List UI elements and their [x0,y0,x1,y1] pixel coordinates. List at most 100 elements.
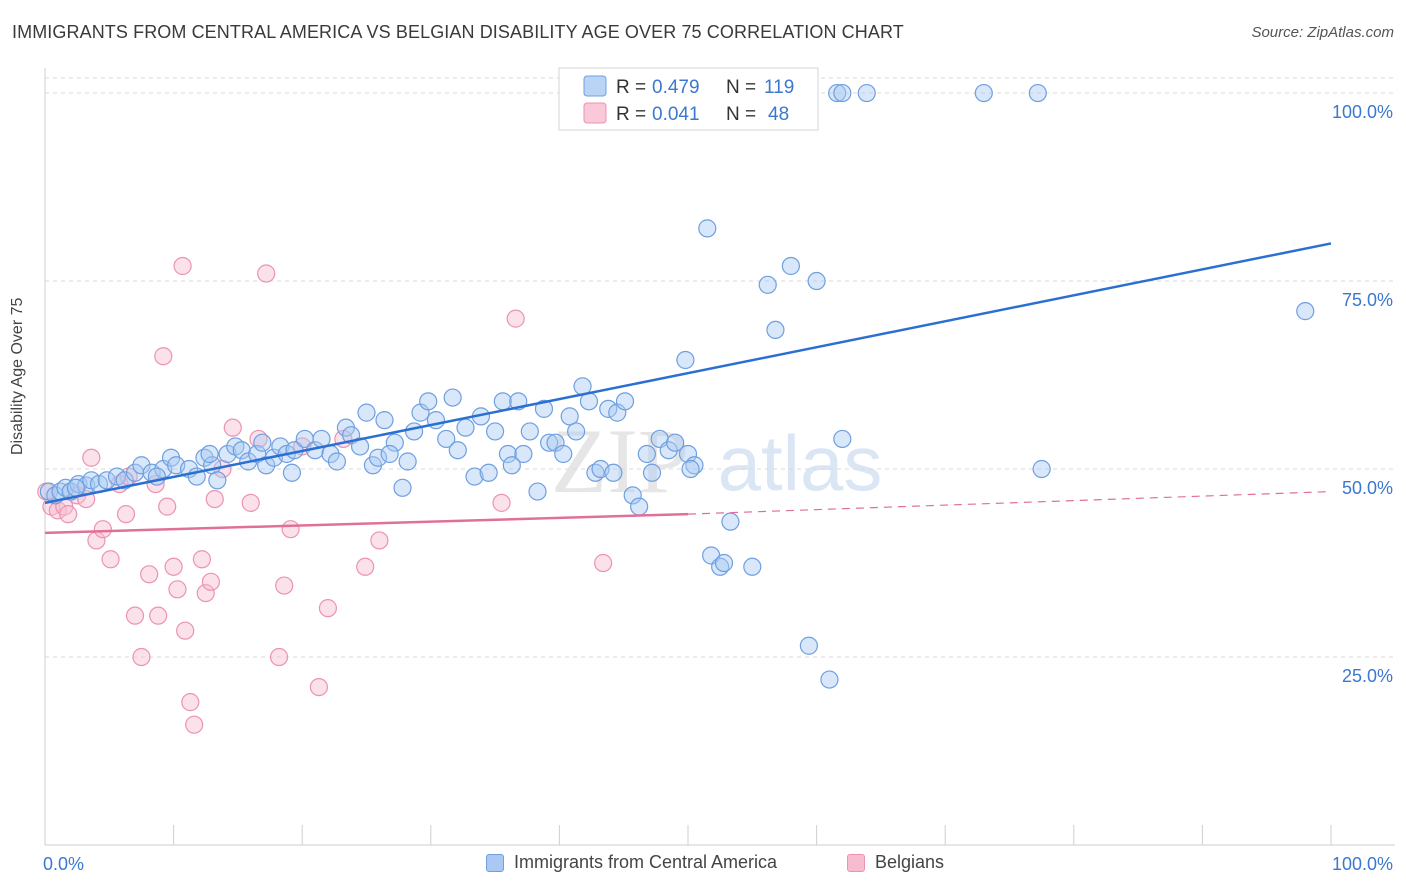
data-point [404,422,424,441]
data-point [357,403,376,422]
data-point [766,320,785,340]
data-point [125,606,145,625]
data-point [232,441,251,460]
immigrants-points [39,83,1315,689]
stats-n-label-pink: N = [726,104,756,125]
data-point [181,693,200,712]
data-point [514,444,533,464]
data-point [257,264,276,283]
data-point [506,309,525,328]
data-point [101,550,120,569]
data-point [356,557,375,576]
y-tick-label: 50.0% [1342,478,1393,498]
data-point [154,347,173,366]
data-point [456,418,475,437]
data-point [479,463,498,482]
data-point [534,399,554,418]
data-point [498,444,518,464]
data-point [149,606,168,625]
data-point [380,444,399,464]
data-point [116,505,136,524]
trend-lines [44,242,1332,535]
data-point [974,83,993,103]
data-point [743,557,762,576]
data-point [781,256,800,276]
legend-swatch-pink [847,853,865,872]
data-point [698,219,717,238]
data-point [176,621,195,640]
stats-r-value-pink: 0.041 [652,104,700,125]
trend-line-belgians-extension [687,490,1332,515]
chart-title: IMMIGRANTS FROM CENTRAL AMERICA VS BELGI… [12,22,904,42]
data-point [385,433,404,452]
data-point [486,422,505,441]
data-point [132,647,151,667]
data-point [282,463,302,482]
data-point [82,448,101,467]
data-point [448,441,467,460]
data-point [540,433,559,452]
data-point [637,444,656,464]
legend-item-immigrants: Immigrants from Central America [486,852,777,873]
data-point [465,467,484,486]
data-point [375,411,394,430]
legend-label-immigrants: Immigrants from Central America [514,852,778,872]
data-point [666,433,685,452]
data-point [164,557,183,576]
trend-line-immigrants [44,242,1332,505]
data-point [168,580,187,599]
data-point [140,565,159,584]
stats-r-value-blue: 0.479 [652,77,700,98]
data-point [370,531,389,550]
data-point [97,471,116,490]
stats-legend-swatch-pink [583,102,607,124]
data-point [599,399,618,418]
trend-line-belgians [44,512,689,535]
data-point [857,83,876,103]
data-point [594,553,613,573]
data-point [493,392,512,411]
data-point [799,636,818,655]
data-point [173,256,192,276]
data-point [196,583,215,603]
data-point [368,448,388,467]
data-point [678,444,698,464]
y-tick-labels: 100.0% 75.0% 50.0% 25.0% [1332,102,1393,686]
data-point [132,456,151,475]
stats-r-label-blue: R = [616,77,646,98]
data-point [350,437,370,456]
data-point [604,463,623,482]
data-point [398,452,417,471]
data-point [1028,83,1047,103]
data-point [158,497,177,516]
data-point [200,444,219,464]
data-point [554,444,573,464]
data-point [257,456,276,475]
x-tick-label-min: 0.0% [43,854,84,874]
y-tick-label: 25.0% [1342,666,1393,686]
stats-n-value-blue: 119 [764,77,794,98]
legend-swatch-blue [486,853,504,872]
data-point [223,418,242,437]
data-point [758,275,777,294]
data-point [676,350,695,370]
y-axis-label: Disability Age Over 75 [9,297,26,455]
legend-label-belgians: Belgians [875,852,945,872]
stats-legend: R = 0.479 N = 119 R = 0.041 N = 48 [558,67,819,131]
data-point [828,83,847,103]
watermark-atlas: atlas [718,419,883,507]
data-point [269,647,289,667]
data-point [208,471,227,490]
belgians-points [37,256,613,734]
data-point [419,392,438,411]
data-point [567,422,586,441]
y-tick-label: 75.0% [1342,290,1393,310]
source-label: Source: ZipAtlas.com [1251,24,1394,41]
data-point [59,505,78,524]
data-point [659,441,678,460]
data-point [833,429,852,449]
data-point [623,486,642,505]
data-point [437,429,456,449]
data-point [492,493,511,512]
